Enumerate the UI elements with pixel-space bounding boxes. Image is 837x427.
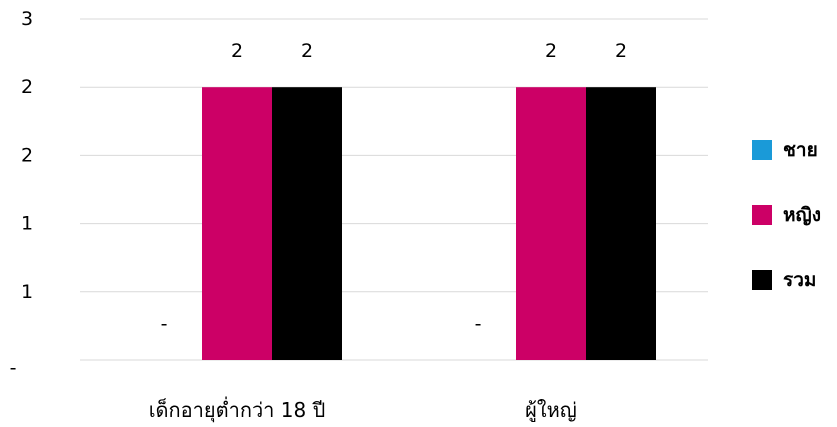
- legend-swatch: [752, 270, 772, 290]
- data-label: 2: [301, 40, 313, 62]
- y-tick-label: 2: [21, 144, 33, 166]
- bar-series-1-category-1: [516, 87, 586, 360]
- legend-entry: หญิง: [752, 204, 821, 226]
- x-axis-category-labels: เด็กอายุต่ำกว่า 18 ปี ผู้ใหญ่: [149, 396, 577, 423]
- category-label: ผู้ใหญ่: [525, 398, 577, 423]
- y-tick-label: 1: [21, 281, 33, 303]
- data-label: -: [161, 313, 168, 335]
- bars: [202, 87, 656, 360]
- y-tick-label: -: [10, 357, 17, 379]
- data-label: 2: [615, 40, 627, 62]
- y-tick-label: 3: [21, 8, 33, 30]
- legend-entry: รวม: [752, 269, 816, 291]
- legend-label: ชาย: [783, 139, 818, 161]
- category-label: เด็กอายุต่ำกว่า 18 ปี: [149, 396, 326, 423]
- data-label: 2: [231, 40, 243, 62]
- bar-series-2-category-0: [272, 87, 342, 360]
- legend-swatch: [752, 140, 772, 160]
- data-label: 2: [545, 40, 557, 62]
- data-label: -: [475, 313, 482, 335]
- y-tick-label: 2: [21, 76, 33, 98]
- bar-series-1-category-0: [202, 87, 272, 360]
- y-axis-tick-labels: - 1 1 2 2 3: [10, 8, 33, 379]
- legend-swatch: [752, 205, 772, 225]
- legend-label: หญิง: [783, 204, 821, 226]
- y-tick-label: 1: [21, 213, 33, 235]
- bar-series-2-category-1: [586, 87, 656, 360]
- legend-label: รวม: [783, 269, 816, 291]
- legend-entry: ชาย: [752, 139, 818, 161]
- data-labels: - 2 2 - 2 2: [161, 40, 627, 335]
